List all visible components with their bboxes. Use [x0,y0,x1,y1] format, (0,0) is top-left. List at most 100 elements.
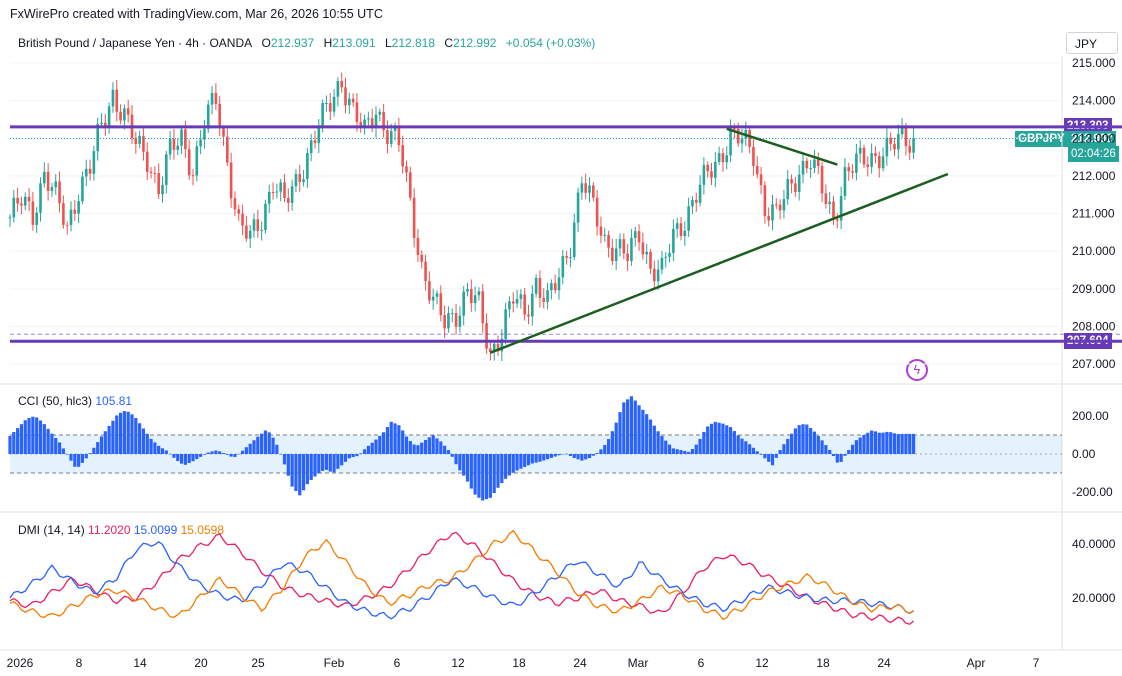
candle-body [897,134,900,150]
candle-body [668,252,671,257]
cci-bar [717,422,721,454]
cci-bar [374,439,378,454]
cci-tick-label: -200.00 [1072,485,1113,499]
candle-body [54,181,58,188]
candle-body [450,313,454,315]
candle-body [348,98,351,106]
currency-button[interactable]: JPY [1066,32,1118,54]
cci-bar [233,454,237,457]
cci-bar [870,430,874,454]
candle-body [271,192,275,194]
cci-bar [343,454,348,462]
lightning-flag-icon[interactable]: ϟ [906,359,928,381]
candle-body [397,126,401,146]
candle-body [454,313,458,327]
candle-body [153,172,157,174]
candle-body [504,309,507,339]
cci-bar [107,425,111,454]
cci-bar [397,425,401,454]
bar-countdown: 02:04:26 [1068,146,1119,162]
cci-bar [454,454,458,465]
cci-bar [294,454,298,491]
candle-body [851,171,854,173]
cci-bar [138,423,142,454]
cci-bar [199,454,203,457]
candle-body [393,126,397,131]
cci-bar [435,438,439,454]
cci-bar [728,427,733,454]
cci-bar [462,454,466,476]
candle-body [180,129,183,146]
candle-body [714,161,717,178]
cci-bar [389,421,393,454]
cci-bar [667,444,672,454]
cci-bar [618,412,622,454]
cci-bar [237,453,241,455]
candle-body [149,171,153,173]
time-tick-label: 24 [573,656,587,670]
cci-bar [675,449,679,454]
cci-bar [484,454,489,500]
cci-bar [263,430,268,454]
candle-body [62,203,65,225]
cci-bar [496,454,500,488]
candle-body [515,298,519,304]
time-tick-label: Mar [628,656,649,670]
change-value: +0.054 (+0.03%) [505,36,596,50]
candle-body [92,151,96,174]
candle-body [73,209,77,214]
candle-body [839,196,843,221]
candle-body [145,151,149,172]
candle-body [599,226,603,236]
candle-body [855,153,858,173]
candle-body [279,182,282,192]
cci-bar [477,454,481,498]
cci-bar [629,396,634,454]
candle-body [492,343,496,353]
cci-bar [347,454,351,459]
cci-bar [80,454,85,463]
cci-bar [8,435,12,454]
candle-body [550,283,553,291]
candle-body [31,201,35,225]
cci-bar [866,432,870,454]
time-tick-label: 12 [755,656,769,670]
cci-bar [35,417,39,454]
cci-bar [416,445,420,454]
candle-body [698,184,702,203]
cci-title: CCI (50, hlc3) [18,394,93,408]
cci-bar [889,432,893,454]
candle-body [420,254,424,262]
cci-bar [244,447,248,454]
cci-bar [423,439,428,454]
time-tick-label: 24 [877,656,891,670]
candle-body [359,121,363,127]
cci-bar [755,451,759,454]
candle-body [485,323,488,349]
candle-body [203,128,206,140]
time-tick-label: 6 [394,656,401,670]
cci-bar [587,454,592,459]
candle-body [687,206,690,231]
candle-body [592,185,595,198]
high-label: H [323,36,333,50]
candle-body [267,192,271,204]
candle-body [519,294,523,299]
candle-body [344,87,347,106]
candle-body [107,106,111,127]
candle-body [832,201,835,220]
candle-body [142,135,145,152]
cci-bar [401,430,405,454]
cci-bar [473,454,477,495]
price-tick-label: 215.000 [1072,56,1116,70]
candle-body [317,127,321,144]
candle-body [603,234,607,236]
candle-body [206,104,210,129]
close-value: 212.992 [453,36,497,50]
cci-bar [168,453,172,455]
cci-bar [809,428,813,454]
dmi-plus-value: 15.0099 [133,523,178,537]
cci-bar [580,454,584,461]
cci-bar [603,445,607,454]
